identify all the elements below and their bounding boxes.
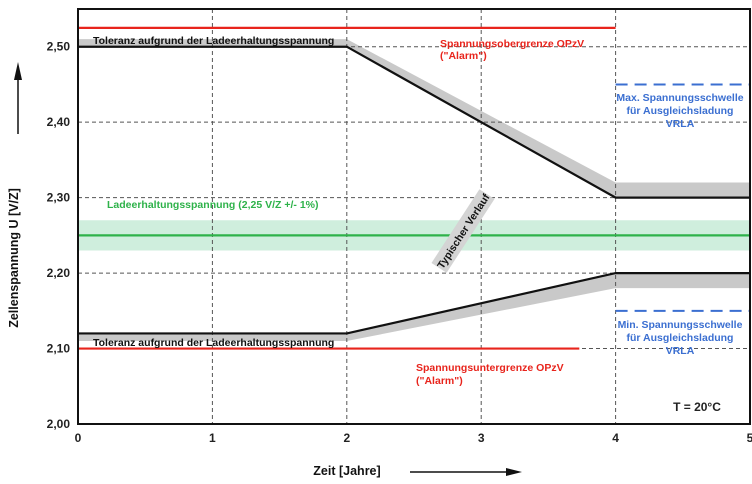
x-tick-label: 1 xyxy=(209,431,216,445)
annotation-upper-limit-alarm: ("Alarm") xyxy=(440,50,487,62)
y-tick-label: 2,20 xyxy=(47,266,71,280)
annotation-min-threshold-3: VRLA xyxy=(666,345,695,357)
x-tick-label: 0 xyxy=(75,431,82,445)
annotation-tolerance-upper: Toleranz aufgrund der Ladeerhaltungsspan… xyxy=(93,35,334,47)
series-line-6 xyxy=(78,271,750,335)
y-axis-label: Zellenspannung U [V/Z] xyxy=(7,188,21,328)
temperature-box xyxy=(648,393,746,419)
series-line-5 xyxy=(78,45,750,199)
y-tick-label: 2,10 xyxy=(47,342,71,356)
y-tick-label: 2,40 xyxy=(47,115,71,129)
annotation-max-threshold-1: Max. Spannungsschwelle xyxy=(616,92,743,104)
annotation-min-threshold-2: für Ausgleichsladung xyxy=(627,332,734,344)
y-tick-label: 2,50 xyxy=(47,40,71,54)
x-tick-label: 2 xyxy=(343,431,350,445)
x-axis-label: Zeit [Jahre] xyxy=(313,464,380,478)
band-1 xyxy=(78,273,750,341)
annotation-tolerance-lower: Toleranz aufgrund der Ladeerhaltungsspan… xyxy=(93,337,334,349)
annotation-max-threshold-3: VRLA xyxy=(666,118,695,130)
x-tick-label: 5 xyxy=(747,431,752,445)
x-axis-arrow xyxy=(410,468,522,476)
plot-frame xyxy=(77,8,751,425)
y-tick-label: 2,00 xyxy=(47,417,71,431)
x-tick-label: 4 xyxy=(612,431,619,445)
y-tick-label: 2,30 xyxy=(47,191,71,205)
annotation-min-threshold-1: Min. Spannungsschwelle xyxy=(618,319,743,331)
y-axis-arrow xyxy=(14,62,22,134)
temperature-label: T = 20°C xyxy=(673,400,721,414)
band-0 xyxy=(78,39,750,198)
annotation-lower-limit: Spannungsuntergrenze OPzV xyxy=(416,362,564,374)
annotation-upper-limit: Spannungsobergrenze OPzV xyxy=(440,38,584,50)
x-tick-label: 3 xyxy=(478,431,485,445)
annotation-float-voltage: Ladeerhaltungsspannung (2,25 V/Z +/- 1%) xyxy=(107,199,319,211)
annotation-max-threshold-2: für Ausgleichsladung xyxy=(627,105,734,117)
annotation-lower-limit-alarm: ("Alarm") xyxy=(416,375,463,387)
